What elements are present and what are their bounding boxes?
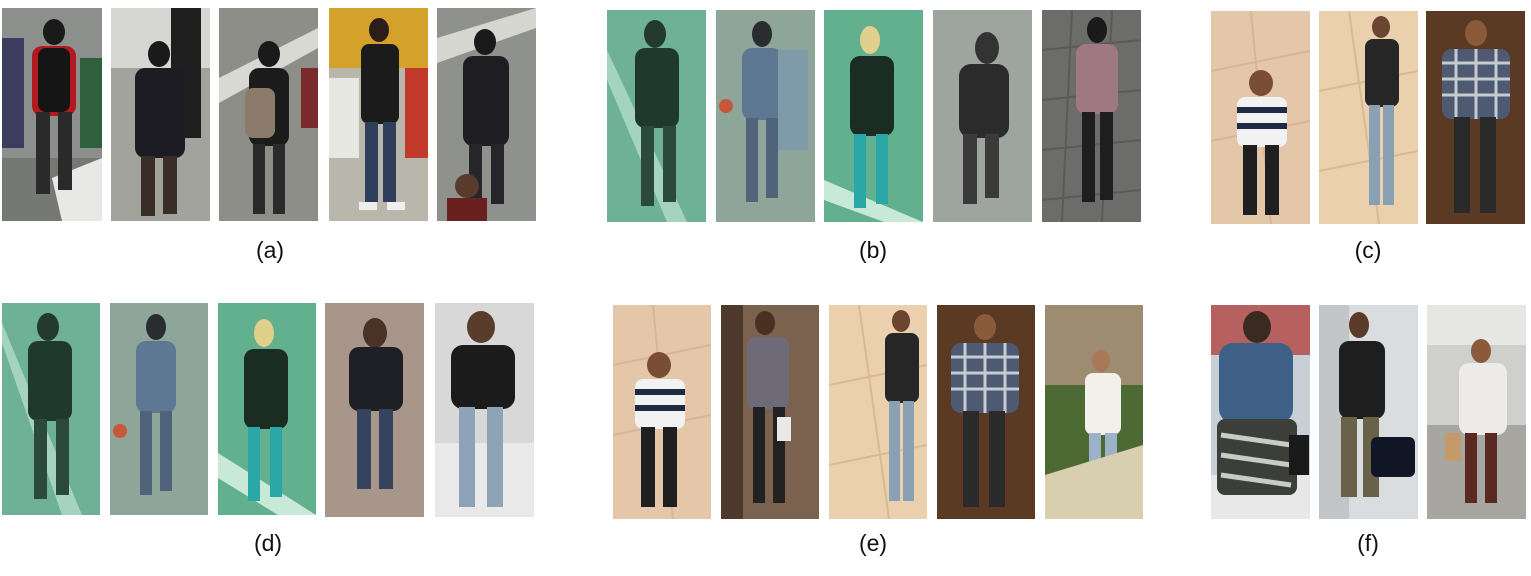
panel-caption: (c)	[1354, 237, 1382, 263]
person-image	[716, 10, 815, 222]
person-image	[1211, 11, 1310, 224]
person-image	[1319, 305, 1418, 519]
person-image	[2, 303, 100, 515]
panel-caption: (f)	[1357, 530, 1379, 556]
person-image	[824, 10, 923, 222]
panel-caption: (a)	[255, 237, 285, 263]
person-image	[613, 305, 711, 519]
person-image	[2, 8, 102, 221]
person-image	[329, 8, 428, 221]
panel-caption: (d)	[253, 530, 283, 556]
person-image	[435, 303, 534, 517]
person-image	[1427, 305, 1526, 519]
person-image	[325, 303, 424, 517]
person-image	[1045, 305, 1143, 519]
person-image	[829, 305, 927, 519]
person-image	[937, 305, 1035, 519]
person-image	[437, 8, 536, 221]
person-image	[110, 303, 208, 515]
person-image	[1042, 10, 1141, 222]
person-image	[721, 305, 819, 519]
person-image	[218, 303, 316, 515]
panel-caption: (e)	[858, 530, 888, 556]
person-image	[607, 10, 706, 222]
person-image	[933, 10, 1032, 222]
person-image	[219, 8, 318, 221]
person-image	[1426, 11, 1525, 224]
panel-caption: (b)	[858, 237, 888, 263]
person-image	[111, 8, 210, 221]
person-image	[1319, 11, 1418, 224]
person-image	[1211, 305, 1310, 519]
